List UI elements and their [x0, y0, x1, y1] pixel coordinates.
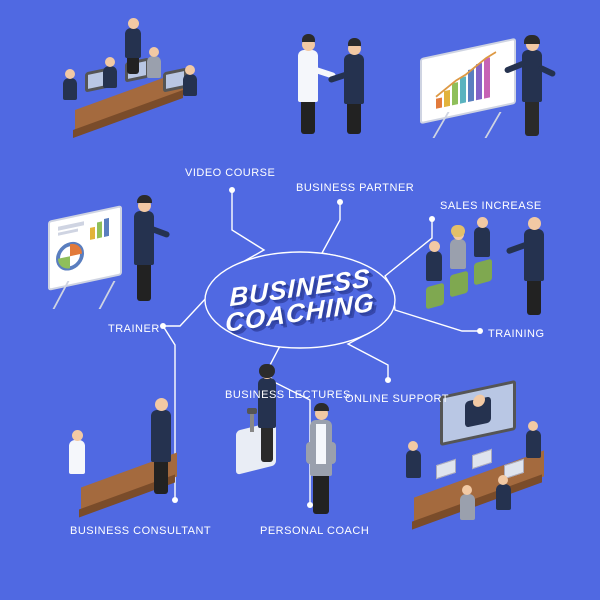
- caption-sales-increase: SALES INCREASE: [440, 200, 542, 212]
- caption-business-consultant: BUSINESS CONSULTANT: [70, 525, 211, 537]
- caption-business-lectures: BUSINESS LECTURES: [225, 389, 351, 401]
- scene-trainer: [48, 205, 208, 335]
- tv-screen-icon: [440, 380, 516, 446]
- scene-sales-increase: [420, 40, 580, 170]
- scene-business-partner: [288, 40, 398, 160]
- caption-video-course: VIDEO COURSE: [185, 167, 275, 179]
- caption-personal-coach: PERSONAL COACH: [260, 525, 369, 537]
- caption-training: TRAINING: [488, 328, 545, 340]
- caption-trainer: TRAINER: [108, 323, 160, 335]
- scene-online-support: [400, 388, 590, 558]
- infographic-root: BUSINESS COACHING: [0, 0, 600, 600]
- caption-online-support: ONLINE SUPPORT: [345, 393, 449, 405]
- caption-business-partner: BUSINESS PARTNER: [296, 182, 414, 194]
- scene-video-course: [55, 30, 215, 150]
- scene-personal-coach: [296, 420, 366, 540]
- chart-board-icon: [48, 205, 122, 291]
- scene-business-consultant: [55, 400, 215, 530]
